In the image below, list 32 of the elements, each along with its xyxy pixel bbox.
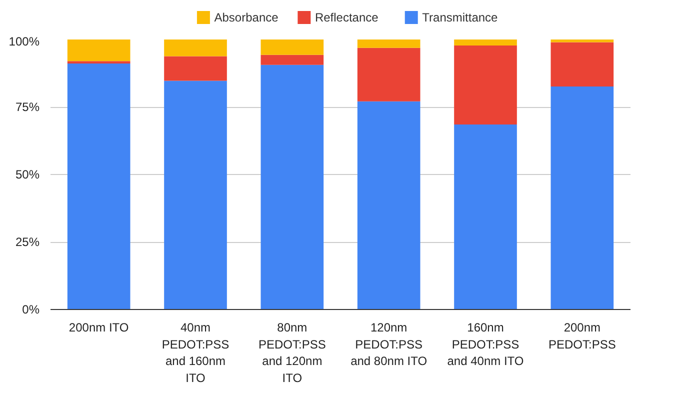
bar [260, 40, 324, 55]
y-tick-label: 0% [22, 302, 40, 316]
y-tick-label: 25% [15, 235, 40, 249]
legend-label: Reflectance [314, 10, 379, 24]
x-tick-label: 40nm PEDOT:PSS and 160nm ITO [162, 320, 230, 385]
bar [454, 40, 517, 46]
bar [67, 61, 130, 64]
y-tick-label: 50% [15, 168, 40, 182]
bar [67, 64, 130, 310]
legend-label: Absorbance [214, 10, 279, 24]
bar [164, 56, 227, 81]
x-tick-label: 200nm ITO [68, 320, 129, 334]
y-tick-label: 100% [8, 34, 40, 48]
bar [260, 54, 324, 65]
bar [454, 124, 517, 310]
bar [164, 80, 227, 310]
x-tick-label: 80nm PEDOT:PSS and 120nm ITO [258, 320, 326, 385]
bar [550, 40, 614, 42]
bar [260, 64, 324, 310]
bar [357, 101, 420, 310]
x-tick-label: 160nm PEDOT:PSS and 40nm ITO [447, 320, 524, 368]
x-tick-label: 120nm PEDOT:PSS and 80nm ITO [350, 320, 428, 368]
bar [454, 45, 517, 125]
bar [67, 40, 130, 62]
bar [357, 48, 420, 102]
bar [550, 42, 614, 86]
y-tick-label: 75% [15, 100, 40, 114]
bar [357, 40, 420, 48]
bar [550, 86, 614, 310]
legend-label: Transmittance [422, 10, 498, 24]
x-tick-label: 200nm PEDOT:PSS [548, 320, 616, 352]
bar [164, 40, 227, 56]
